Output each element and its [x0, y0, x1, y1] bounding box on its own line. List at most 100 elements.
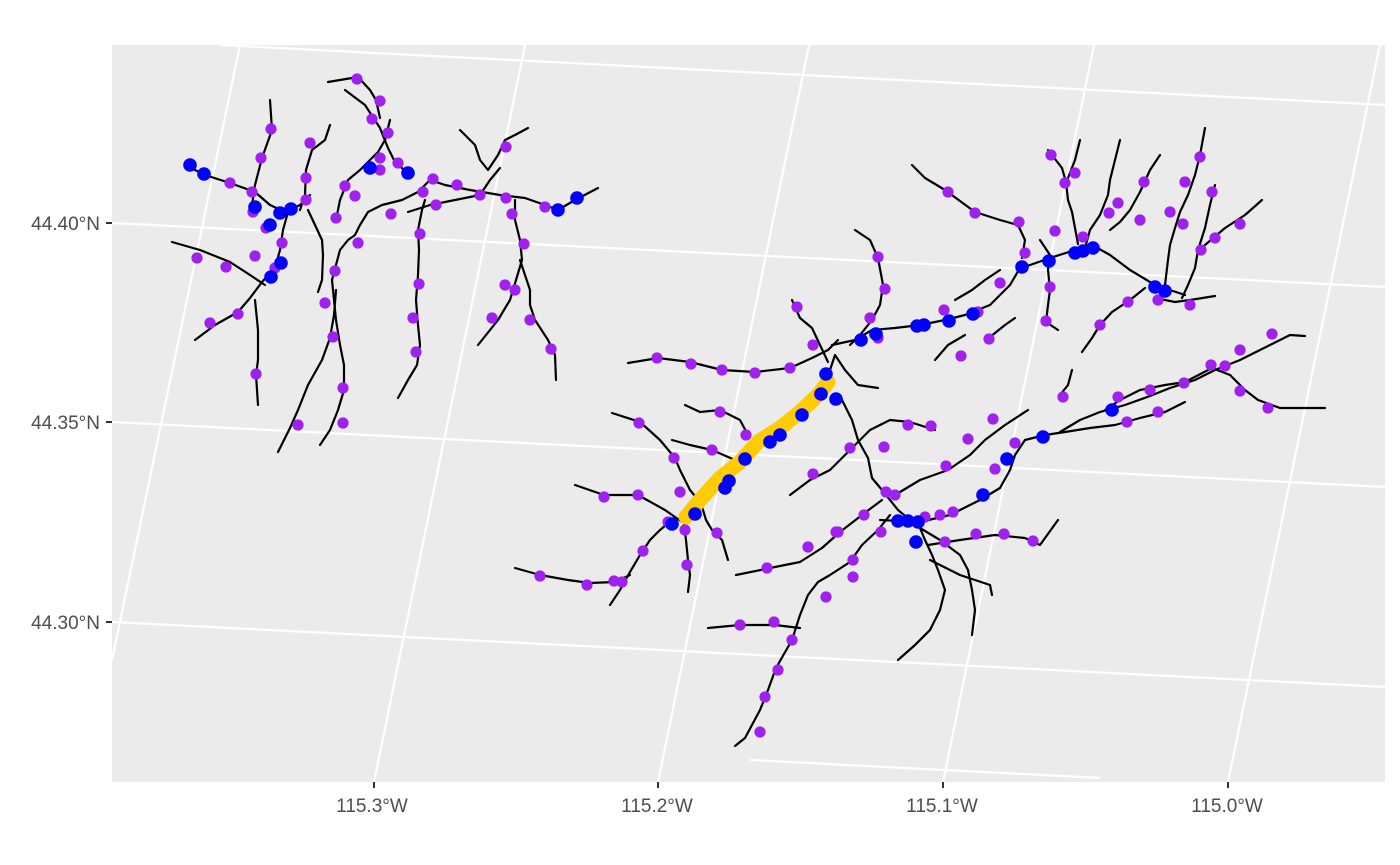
x-axis: 115.3°W 115.2°W 115.1°W 115.0°W [336, 782, 1263, 817]
purple-point [1019, 247, 1031, 259]
stream-line [840, 398, 912, 522]
purple-point [255, 152, 267, 164]
purple-point [970, 528, 982, 540]
purple-point [768, 616, 780, 628]
purple-point [220, 261, 232, 273]
purple-point [674, 486, 686, 498]
purple-point [1059, 177, 1071, 189]
stream-line [458, 126, 530, 172]
x-tick-label-4: 115.0°W [1191, 796, 1263, 817]
purple-point [633, 417, 645, 429]
purple-point [858, 509, 870, 521]
purple-point [1219, 360, 1231, 372]
stream-line [733, 513, 892, 748]
purple-point [820, 591, 832, 603]
purple-point [1134, 214, 1146, 226]
purple-point [791, 301, 803, 313]
purple-point [934, 509, 946, 521]
stream-line [848, 228, 885, 347]
purple-point [300, 194, 312, 206]
purple-point [1009, 437, 1021, 449]
purple-point [1122, 296, 1134, 308]
purple-point [337, 382, 349, 394]
purple-point [994, 277, 1006, 289]
stream-line [1080, 286, 1147, 354]
purple-point [754, 726, 766, 738]
purple-point [1057, 391, 1069, 403]
purple-point [1144, 384, 1156, 396]
purple-point [1013, 216, 1025, 228]
purple-point [1094, 319, 1106, 331]
purple-point [204, 317, 216, 329]
blue-point [917, 318, 931, 332]
purple-point [1152, 406, 1164, 418]
purple-point [1112, 197, 1124, 209]
purple-point [786, 634, 798, 646]
blue-point [773, 428, 787, 442]
blue-point [854, 333, 868, 347]
purple-point [1177, 218, 1189, 230]
purple-point [1234, 385, 1246, 397]
purple-point [679, 524, 691, 536]
purple-point [1205, 359, 1217, 371]
blue-point [1036, 430, 1050, 444]
purple-point [1077, 231, 1089, 243]
graticule-lat-44.30 [112, 620, 1385, 689]
blue-point [274, 256, 288, 270]
purple-point [506, 208, 518, 220]
blue-point [795, 408, 809, 422]
blue-point [688, 507, 702, 521]
purple-point [232, 308, 244, 320]
stream-line [253, 298, 260, 407]
stream-line [893, 408, 1030, 497]
stream-line [1103, 366, 1327, 412]
stream-line [406, 193, 482, 214]
purple-point [246, 186, 258, 198]
purple-point [942, 186, 954, 198]
purple-point [499, 279, 511, 291]
blue-point [363, 161, 377, 175]
purple-point [539, 201, 551, 213]
highlighted-reach-line [678, 374, 836, 525]
purple-point [304, 137, 316, 149]
purple-point [1234, 218, 1246, 230]
stream-line [1083, 138, 1122, 250]
x-tick-label-3: 115.1°W [906, 796, 978, 817]
purple-point [749, 367, 761, 379]
purple-point [410, 346, 422, 358]
purple-point [474, 189, 486, 201]
purple-point [500, 192, 512, 204]
purple-point [1266, 328, 1278, 340]
blue-point [869, 327, 883, 341]
blue-point [909, 535, 923, 549]
purple-point [366, 113, 378, 125]
purple-point [1103, 207, 1115, 219]
purple-point [330, 212, 342, 224]
purple-point [292, 419, 304, 431]
stream-line [933, 333, 967, 362]
x-tick-label-2: 115.2°W [621, 796, 693, 817]
purple-point [685, 358, 697, 370]
purple-point [616, 576, 628, 588]
blue-point [722, 474, 736, 488]
purple-point [451, 179, 463, 191]
purple-point [962, 433, 974, 445]
purple-point [668, 452, 680, 464]
purple-point [802, 541, 814, 553]
purple-point [925, 420, 937, 432]
purple-point [987, 413, 999, 425]
purple-point [392, 157, 404, 169]
purple-point [598, 491, 610, 503]
blue-point [814, 387, 828, 401]
purple-point [902, 419, 914, 431]
purple-point [349, 190, 361, 202]
purple-point [382, 127, 394, 139]
purple-point [875, 526, 887, 538]
purple-point [938, 304, 950, 316]
purple-point [407, 312, 419, 324]
blue-point [401, 166, 415, 180]
blue-point [1105, 403, 1119, 417]
graticule-lat-44.40 [112, 221, 1385, 289]
purple-point [1049, 225, 1061, 237]
